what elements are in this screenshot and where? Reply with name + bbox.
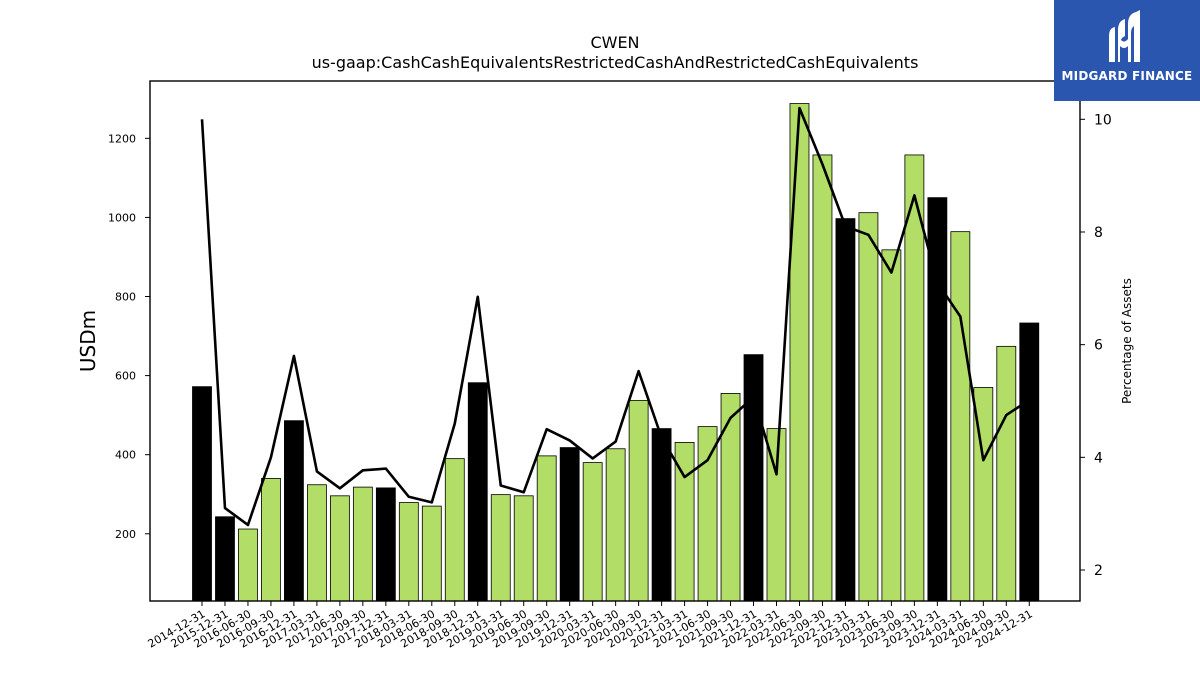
midgard-finance-logo: MIDGARD FINANCE [1054,0,1200,101]
bar-2018-06-30 [421,505,442,602]
bar-2017-06-30 [329,495,350,602]
y-axis-label: USDm [76,310,100,372]
y2-tick-label: 10 [1094,112,1112,128]
bar-2018-12-31 [467,382,488,602]
bar-2018-09-30 [444,458,465,602]
bar-2020-12-31 [651,428,672,602]
y2-tick-label: 6 [1094,338,1103,354]
bar-2021-12-31 [743,354,764,602]
bar-2019-06-30 [513,495,534,602]
bar-2020-03-31 [582,462,603,602]
bar-2023-03-31 [858,212,879,602]
bar-2019-12-31 [559,447,580,602]
bar-2024-09-30 [996,345,1017,602]
y-tick-label: 1000 [108,211,136,224]
bar-2022-09-30 [812,154,833,602]
bar-2014-12-31 [192,386,212,602]
bar-2020-09-30 [628,400,649,602]
bar-2017-09-30 [352,486,373,602]
y2-tick-label: 2 [1094,563,1103,579]
y-tick-label: 200 [115,528,136,541]
bar-2021-06-30 [697,426,718,602]
y-tick-label: 1200 [108,132,136,145]
bar-2023-06-30 [881,249,902,602]
bar-2016-09-30 [261,478,281,602]
bar-2024-12-31 [1019,322,1040,602]
plot-frame [149,80,1081,602]
bar-2017-12-31 [375,487,396,602]
y-tick-label: 800 [115,291,136,304]
chart-title: CWEN [590,33,639,52]
bar-2019-09-30 [536,455,557,602]
y2-tick-label: 4 [1094,450,1103,466]
logo-mark-icon [1109,10,1140,62]
bar-2015-12-31 [215,516,235,602]
bar-2016-06-30 [238,528,258,602]
chart-subtitle: us-gaap:CashCashEquivalentsRestrictedCas… [312,53,919,72]
y-tick-label: 400 [115,449,136,462]
bar-2019-03-31 [490,494,511,602]
bar-2022-12-31 [835,218,856,602]
bar-2024-03-31 [950,231,971,602]
y-tick-label: 600 [115,370,136,383]
bar-2016-12-31 [284,420,304,602]
bar-2017-03-31 [306,484,327,602]
percentage-of-assets-line [200,106,1030,527]
y2-tick-label: 8 [1094,225,1103,241]
bar-2020-06-30 [605,448,626,602]
bar-2022-06-30 [789,103,810,602]
logo-wordmark: MIDGARD FINANCE [1061,69,1193,83]
bar-2021-09-30 [720,392,741,602]
bar-2018-03-31 [398,502,419,602]
y2-axis-label: Percentage of Assets [1120,278,1134,404]
